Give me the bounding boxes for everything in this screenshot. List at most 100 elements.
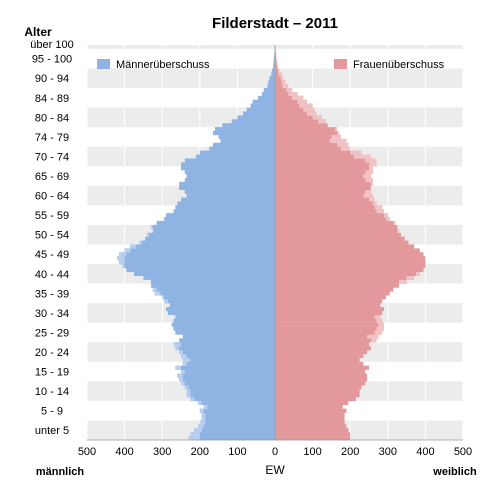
bar-female-surplus-age-92 — [280, 76, 284, 81]
bar-male-surplus-age-6 — [201, 412, 206, 417]
bar-male-age-9 — [197, 400, 275, 406]
bar-male-age-78 — [212, 131, 275, 136]
bar-male-age-94 — [271, 68, 275, 73]
bar-male-age-90 — [267, 84, 275, 89]
bar-female-age-77 — [275, 134, 341, 140]
bar-female-surplus-age-30 — [376, 318, 383, 323]
bar-male-age-37 — [154, 291, 275, 296]
bar-female-age-5 — [275, 416, 345, 421]
bar-female-age-48 — [275, 248, 420, 253]
x-tick-label-3: 200 — [191, 446, 209, 458]
bar-female-age-82 — [275, 115, 322, 120]
bar-female-surplus-age-84 — [303, 107, 315, 112]
x-tick-label-0: 500 — [78, 446, 96, 458]
bar-male-age-58 — [173, 209, 275, 214]
bar-female-age-35 — [275, 299, 383, 304]
bar-male-age-84 — [246, 107, 275, 112]
bar-male-age-15 — [179, 377, 275, 382]
bar-female-age-67 — [275, 174, 371, 179]
bar-female-age-72 — [275, 154, 371, 159]
chart-title: Filderstadt – 2011 — [212, 15, 338, 32]
bar-male-age-14 — [181, 381, 275, 386]
bar-female-surplus-age-62 — [363, 193, 373, 198]
age-group-label-5: 25 - 29 — [35, 327, 69, 339]
bar-female-age-71 — [275, 158, 377, 163]
bar-female-age-56 — [275, 217, 390, 222]
bar-female-surplus-age-88 — [288, 91, 298, 97]
bar-male-surplus-age-45 — [118, 260, 125, 265]
bar-female-age-64 — [275, 185, 371, 190]
age-group-label-12: 60 - 64 — [35, 191, 69, 203]
bar-female-age-51 — [275, 236, 405, 241]
bar-male-surplus-age-20 — [182, 357, 191, 363]
bar-female-age-86 — [275, 99, 307, 104]
bar-male-age-87 — [258, 95, 275, 101]
bar-female-surplus-age-56 — [385, 217, 390, 222]
bar-female-age-27 — [275, 330, 383, 335]
bar-male-age-82 — [237, 115, 275, 120]
age-group-label-20: über 100 — [30, 39, 73, 51]
bar-male-age-13 — [184, 385, 275, 390]
bar-male-surplus-age-21 — [181, 353, 187, 359]
bar-male-surplus-age-47 — [118, 252, 127, 257]
bar-male-age-95 — [273, 64, 275, 69]
bar-female-surplus-age-57 — [384, 213, 388, 218]
bar-male-age-42 — [134, 271, 275, 276]
bar-male-age-86 — [252, 99, 275, 104]
x-tick-label-7: 200 — [341, 446, 359, 458]
bar-female-surplus-age-73 — [350, 150, 362, 155]
bar-male-age-24 — [173, 342, 275, 347]
bar-male-age-83 — [243, 111, 275, 116]
bar-female-age-2 — [275, 428, 349, 433]
bar-male-age-76 — [220, 138, 275, 144]
bar-male-age-25 — [179, 338, 275, 343]
bar-female-surplus-age-53 — [397, 228, 400, 233]
bar-male-age-51 — [145, 236, 275, 241]
bar-female-age-94 — [275, 68, 280, 73]
bar-male-age-0 — [188, 436, 275, 441]
bar-male-age-96 — [273, 60, 275, 65]
legend-male-swatch — [97, 59, 110, 69]
bar-male-age-12 — [186, 389, 275, 394]
bar-female-surplus-age-93 — [278, 72, 282, 77]
bar-male-age-11 — [186, 393, 275, 398]
bar-male-age-67 — [186, 174, 275, 179]
bar-male-age-6 — [201, 412, 275, 417]
bar-female-age-40 — [275, 279, 407, 284]
bar-female-surplus-age-31 — [374, 314, 381, 320]
bar-female-surplus-age-41 — [406, 275, 415, 280]
bar-male-age-19 — [182, 361, 275, 366]
bar-male-age-7 — [199, 408, 275, 413]
bar-male-surplus-age-48 — [124, 248, 131, 253]
bar-male-age-63 — [184, 189, 275, 194]
bar-female-age-49 — [275, 244, 415, 249]
bar-male-age-75 — [212, 142, 275, 147]
bar-male-surplus-age-35 — [164, 299, 168, 304]
bar-male-age-33 — [165, 307, 275, 312]
bar-male-age-64 — [179, 185, 275, 190]
bar-female-age-88 — [275, 91, 298, 97]
bar-male-age-77 — [218, 134, 275, 140]
bar-male-age-4 — [199, 420, 275, 425]
bar-male-age-50 — [139, 240, 275, 245]
legend-female-swatch — [334, 59, 347, 69]
bar-female-surplus-age-76 — [329, 138, 347, 144]
bar-female-age-11 — [275, 393, 360, 398]
legend-male-label: Männerüberschuss — [116, 59, 210, 71]
bar-female-age-1 — [275, 432, 351, 437]
bar-male-surplus-age-3 — [197, 424, 204, 429]
bar-male-surplus-age-14 — [181, 381, 185, 386]
bar-male-age-49 — [130, 244, 275, 249]
legend-male: Männerüberschuss — [97, 59, 210, 71]
bar-female-surplus-age-72 — [353, 154, 371, 159]
bar-female-surplus-age-91 — [281, 80, 286, 85]
bar-female-age-15 — [275, 377, 368, 382]
bar-female-age-68 — [275, 170, 373, 175]
x-tick-label-9: 400 — [416, 446, 434, 458]
bar-male-surplus-age-4 — [199, 420, 206, 425]
bar-male-age-66 — [184, 177, 275, 183]
bar-female-surplus-age-89 — [286, 88, 292, 93]
bar-male-age-68 — [184, 170, 275, 175]
bar-male-surplus-age-38 — [152, 287, 157, 292]
left-side-label: männlich — [36, 466, 85, 478]
